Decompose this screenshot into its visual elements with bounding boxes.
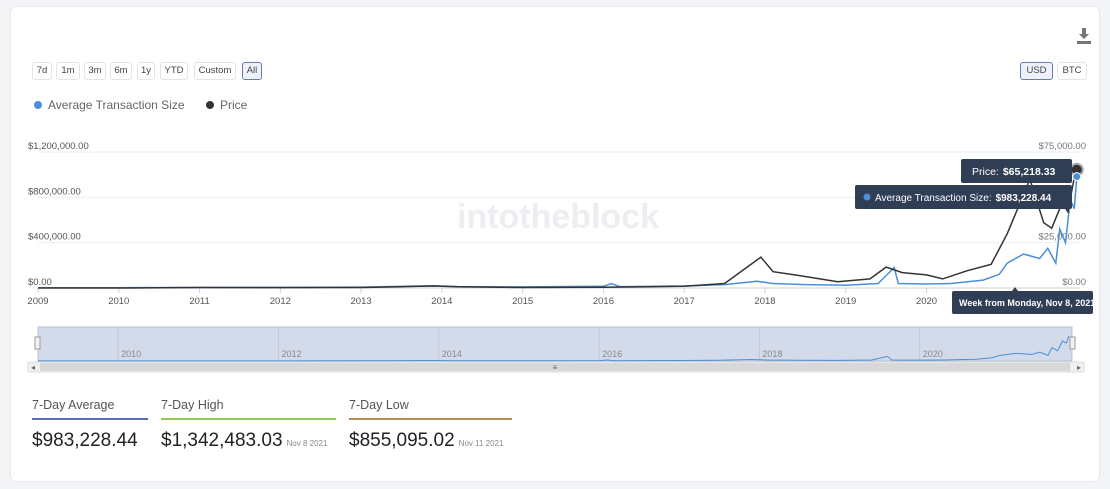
x-tick-label: 2014 <box>431 296 452 307</box>
watermark: intotheblock <box>457 198 659 236</box>
ats-hover-point <box>1072 172 1082 182</box>
navigator-handle-left[interactable] <box>34 336 41 350</box>
stat-value: $855,095.02 Nov 11 2021 <box>349 430 504 451</box>
navigator-series-line <box>38 335 1070 362</box>
stat-label: 7-Day Low <box>349 398 409 412</box>
navigator-handle-right[interactable] <box>1069 336 1076 350</box>
stat-7-day-average: 7-Day Average $983,228.44 <box>32 398 148 452</box>
navigator-year-label: 2020 <box>923 349 943 359</box>
navigator-year-label: 2018 <box>762 349 782 359</box>
svg-text:Average Transaction Size:$983,: Average Transaction Size: $983,228.44 <box>875 193 1052 204</box>
stat-underline <box>161 418 336 420</box>
x-tick-label: 2015 <box>512 296 533 307</box>
x-tick-label: 2011 <box>189 296 209 307</box>
x-tick-label: 2017 <box>674 296 695 307</box>
series-line-price <box>38 169 1078 289</box>
y-left-tick-label: $1,200,000.00 <box>28 141 89 152</box>
legend-ats[interactable]: Average Transaction Size <box>34 98 185 112</box>
navigator-year-label: 2016 <box>602 349 622 359</box>
x-tick-label: 2012 <box>270 296 291 307</box>
x-tick-label: 2019 <box>835 296 856 307</box>
range-button-all[interactable]: All <box>242 62 262 80</box>
navigator-year-label: 2014 <box>442 349 462 359</box>
range-button-6m[interactable]: 6m <box>110 62 132 80</box>
price-tooltip: Price: $65,218.33 <box>961 159 1072 183</box>
range-button-custom[interactable]: Custom <box>194 62 236 80</box>
y-left-tick-label: $400,000.00 <box>28 232 81 243</box>
stat-7-day-low: 7-Day Low $855,095.02 Nov 11 2021 <box>349 398 512 452</box>
x-tick-label: 2016 <box>593 296 614 307</box>
x-tick-label: 2010 <box>108 296 129 307</box>
navigator-year-label: 2012 <box>281 349 301 359</box>
x-tick-label: 2020 <box>916 296 937 307</box>
scrollbar-grip-icon: ≡ <box>553 363 558 372</box>
download-icon[interactable] <box>1076 27 1092 45</box>
legend-ats-label: Average Transaction Size <box>48 98 185 112</box>
navigator-scrollbar-thumb[interactable] <box>40 363 1070 371</box>
y-left-tick-label: $800,000.00 <box>28 186 81 197</box>
legend-price-dot <box>206 101 214 109</box>
ats-tooltip-dot-icon <box>863 193 871 201</box>
range-button-3m[interactable]: 3m <box>84 62 106 80</box>
navigator-selection[interactable] <box>37 326 1073 362</box>
range-button-1y[interactable]: 1y <box>137 62 155 80</box>
x-tick-label: 2018 <box>754 296 775 307</box>
stat-underline <box>32 418 148 420</box>
y-left-tick-label: $0.00 <box>28 277 52 288</box>
stat-value: $983,228.44 <box>32 430 138 451</box>
stat-underline <box>349 418 512 420</box>
x-tick-label: 2009 <box>27 296 48 307</box>
y-right-tick-label: $0.00 <box>1062 277 1086 288</box>
range-button-ytd[interactable]: YTD <box>160 62 188 80</box>
svg-text:Price:$65,218.33: Price: $65,218.33 <box>972 166 1056 178</box>
navigator-year-label: 2010 <box>121 349 141 359</box>
y-right-tick-label: $25,000.00 <box>1038 232 1086 243</box>
stat-7-day-high: 7-Day High $1,342,483.03 Nov 8 2021 <box>161 398 336 452</box>
range-button-7d[interactable]: 7d <box>32 62 52 80</box>
scroll-right-icon[interactable]: ▸ <box>1077 363 1081 372</box>
stat-label: 7-Day Average <box>32 398 115 412</box>
week-tooltip: Week from Monday, Nov 8, 2021 <box>952 287 1095 314</box>
x-tick-label: 2013 <box>351 296 372 307</box>
scroll-left-icon[interactable]: ◂ <box>31 363 35 372</box>
legend-price-label: Price <box>220 98 248 112</box>
stat-value: $1,342,483.03 Nov 8 2021 <box>161 430 328 451</box>
ats-tooltip: Average Transaction Size: $983,228.44 <box>855 185 1072 209</box>
legend-price[interactable]: Price <box>206 98 247 112</box>
currency-button-btc[interactable]: BTC <box>1057 62 1087 80</box>
legend-ats-dot <box>34 101 42 109</box>
stat-label: 7-Day High <box>161 398 224 412</box>
svg-text:Week from Monday, Nov 8, 2021: Week from Monday, Nov 8, 2021 <box>959 298 1095 308</box>
currency-button-usd[interactable]: USD <box>1020 62 1053 80</box>
y-right-tick-label: $75,000.00 <box>1038 141 1086 152</box>
range-button-1m[interactable]: 1m <box>56 62 80 80</box>
chart-card <box>10 6 1100 482</box>
